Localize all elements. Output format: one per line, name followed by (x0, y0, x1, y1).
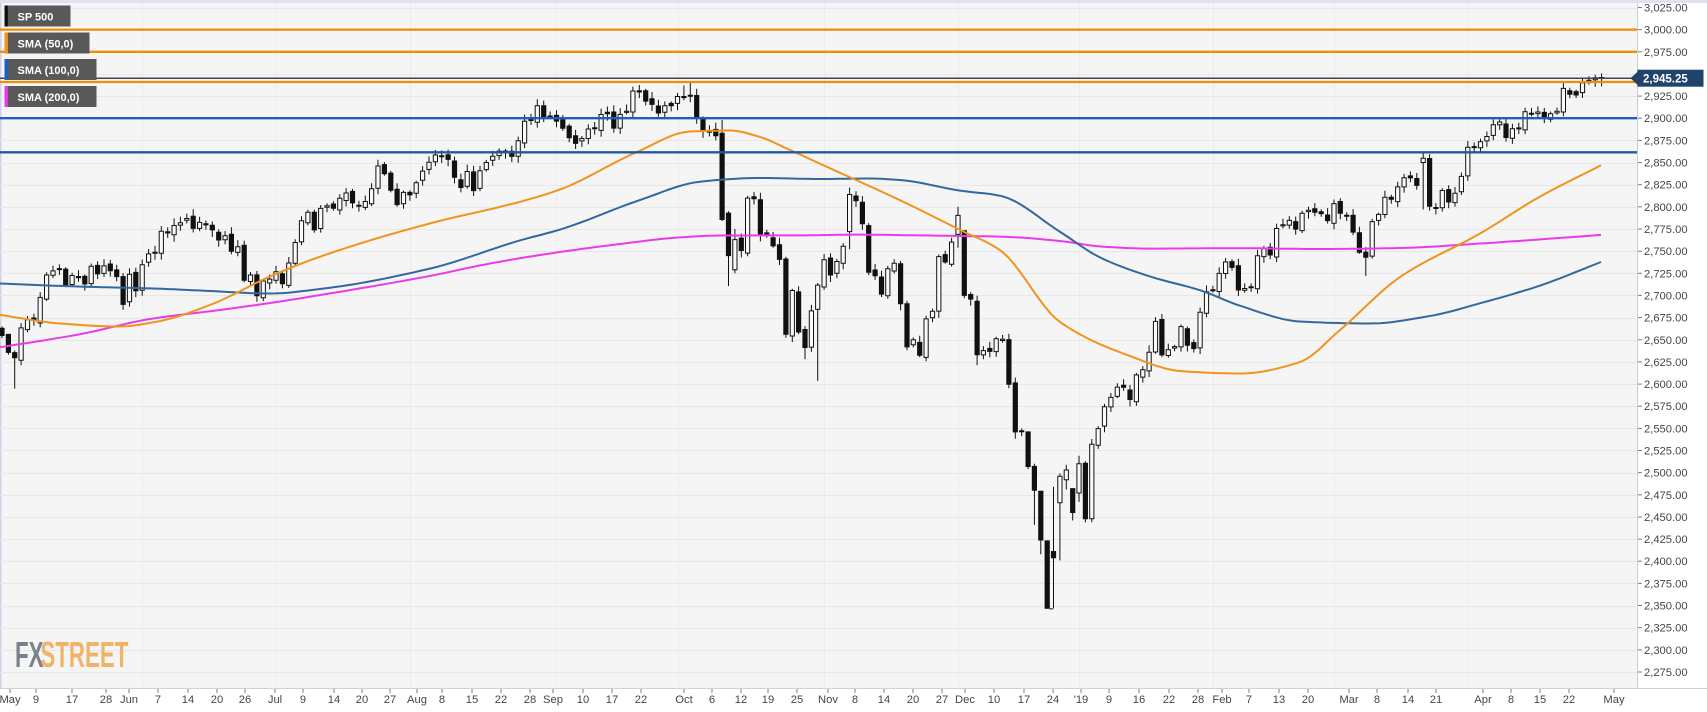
svg-text:24: 24 (1047, 694, 1059, 706)
svg-text:3,025.00: 3,025.00 (1644, 3, 1688, 15)
svg-text:9: 9 (1106, 694, 1112, 706)
svg-text:2,350.00: 2,350.00 (1644, 601, 1688, 613)
svg-text:2,800.00: 2,800.00 (1644, 202, 1688, 214)
svg-text:May: May (1603, 694, 1625, 706)
svg-text:17: 17 (1018, 694, 1030, 706)
svg-text:6: 6 (709, 694, 715, 706)
svg-text:2,425.00: 2,425.00 (1644, 534, 1688, 546)
svg-text:15: 15 (1534, 694, 1546, 706)
svg-text:SMA (100,0): SMA (100,0) (18, 65, 80, 77)
svg-text:SP 500: SP 500 (18, 12, 54, 24)
svg-text:27: 27 (384, 694, 396, 706)
svg-text:FX: FX (15, 636, 44, 676)
svg-text:Feb: Feb (1212, 694, 1231, 706)
svg-text:2,750.00: 2,750.00 (1644, 246, 1688, 258)
svg-text:26: 26 (239, 694, 251, 706)
svg-text:2,450.00: 2,450.00 (1644, 512, 1688, 524)
svg-text:8: 8 (852, 694, 858, 706)
svg-text:2,900.00: 2,900.00 (1644, 113, 1688, 125)
svg-text:28: 28 (1192, 694, 1204, 706)
svg-text:Aug: Aug (407, 694, 427, 706)
svg-text:2,975.00: 2,975.00 (1644, 47, 1688, 59)
svg-text:7: 7 (1246, 694, 1252, 706)
svg-text:Sep: Sep (543, 694, 563, 706)
svg-text:SMA (50,0): SMA (50,0) (18, 39, 74, 51)
svg-text:9: 9 (33, 694, 39, 706)
svg-text:Jun: Jun (120, 694, 138, 706)
svg-text:Mar: Mar (1339, 694, 1359, 706)
svg-text:22: 22 (1163, 694, 1175, 706)
svg-text:10: 10 (577, 694, 589, 706)
svg-text:8: 8 (1508, 694, 1514, 706)
svg-text:STREET: STREET (40, 636, 128, 676)
svg-text:2,925.00: 2,925.00 (1644, 91, 1688, 103)
svg-text:8: 8 (439, 694, 445, 706)
svg-text:7: 7 (155, 694, 161, 706)
svg-text:2,275.00: 2,275.00 (1644, 667, 1688, 679)
svg-text:Oct: Oct (675, 694, 693, 706)
svg-text:Dec: Dec (955, 694, 975, 706)
svg-text:SMA (200,0): SMA (200,0) (18, 92, 80, 104)
svg-text:14: 14 (182, 694, 194, 706)
svg-text:27: 27 (936, 694, 948, 706)
svg-text:2,625.00: 2,625.00 (1644, 357, 1688, 369)
svg-text:13: 13 (1273, 694, 1285, 706)
svg-text:19: 19 (762, 694, 774, 706)
svg-text:2,550.00: 2,550.00 (1644, 423, 1688, 435)
svg-text:17: 17 (606, 694, 618, 706)
svg-text:Jul: Jul (268, 694, 282, 706)
svg-text:2,525.00: 2,525.00 (1644, 446, 1688, 458)
svg-text:2,400.00: 2,400.00 (1644, 556, 1688, 568)
svg-text:28: 28 (524, 694, 536, 706)
svg-text:2,725.00: 2,725.00 (1644, 268, 1688, 280)
svg-text:20: 20 (356, 694, 368, 706)
svg-text:2,875.00: 2,875.00 (1644, 135, 1688, 147)
svg-text:May: May (0, 694, 21, 706)
svg-text:22: 22 (495, 694, 507, 706)
svg-text:Nov: Nov (818, 694, 838, 706)
svg-text:15: 15 (466, 694, 478, 706)
svg-text:17: 17 (66, 694, 78, 706)
svg-text:14: 14 (1402, 694, 1414, 706)
svg-text:'19: '19 (1074, 694, 1089, 706)
svg-text:12: 12 (735, 694, 747, 706)
svg-text:10: 10 (988, 694, 1000, 706)
svg-text:22: 22 (1563, 694, 1575, 706)
svg-text:2,850.00: 2,850.00 (1644, 158, 1688, 170)
svg-text:2,825.00: 2,825.00 (1644, 180, 1688, 192)
svg-text:2,650.00: 2,650.00 (1644, 335, 1688, 347)
svg-text:25: 25 (791, 694, 803, 706)
svg-text:28: 28 (100, 694, 112, 706)
svg-text:2,575.00: 2,575.00 (1644, 401, 1688, 413)
svg-text:8: 8 (1374, 694, 1380, 706)
svg-text:16: 16 (1133, 694, 1145, 706)
svg-text:9: 9 (300, 694, 306, 706)
svg-text:14: 14 (878, 694, 890, 706)
svg-text:3,000.00: 3,000.00 (1644, 25, 1688, 37)
svg-text:2,325.00: 2,325.00 (1644, 623, 1688, 635)
svg-text:20: 20 (1302, 694, 1314, 706)
svg-text:Apr: Apr (1474, 694, 1492, 706)
svg-text:21: 21 (1430, 694, 1442, 706)
svg-text:2,945.25: 2,945.25 (1643, 74, 1688, 86)
svg-text:2,775.00: 2,775.00 (1644, 224, 1688, 236)
svg-text:2,475.00: 2,475.00 (1644, 490, 1688, 502)
svg-text:2,700.00: 2,700.00 (1644, 290, 1688, 302)
svg-text:2,300.00: 2,300.00 (1644, 645, 1688, 657)
svg-text:2,500.00: 2,500.00 (1644, 468, 1688, 480)
svg-text:2,375.00: 2,375.00 (1644, 578, 1688, 590)
svg-text:2,600.00: 2,600.00 (1644, 379, 1688, 391)
svg-text:2,675.00: 2,675.00 (1644, 313, 1688, 325)
svg-text:20: 20 (907, 694, 919, 706)
svg-text:14: 14 (328, 694, 340, 706)
svg-text:20: 20 (211, 694, 223, 706)
svg-text:22: 22 (635, 694, 647, 706)
